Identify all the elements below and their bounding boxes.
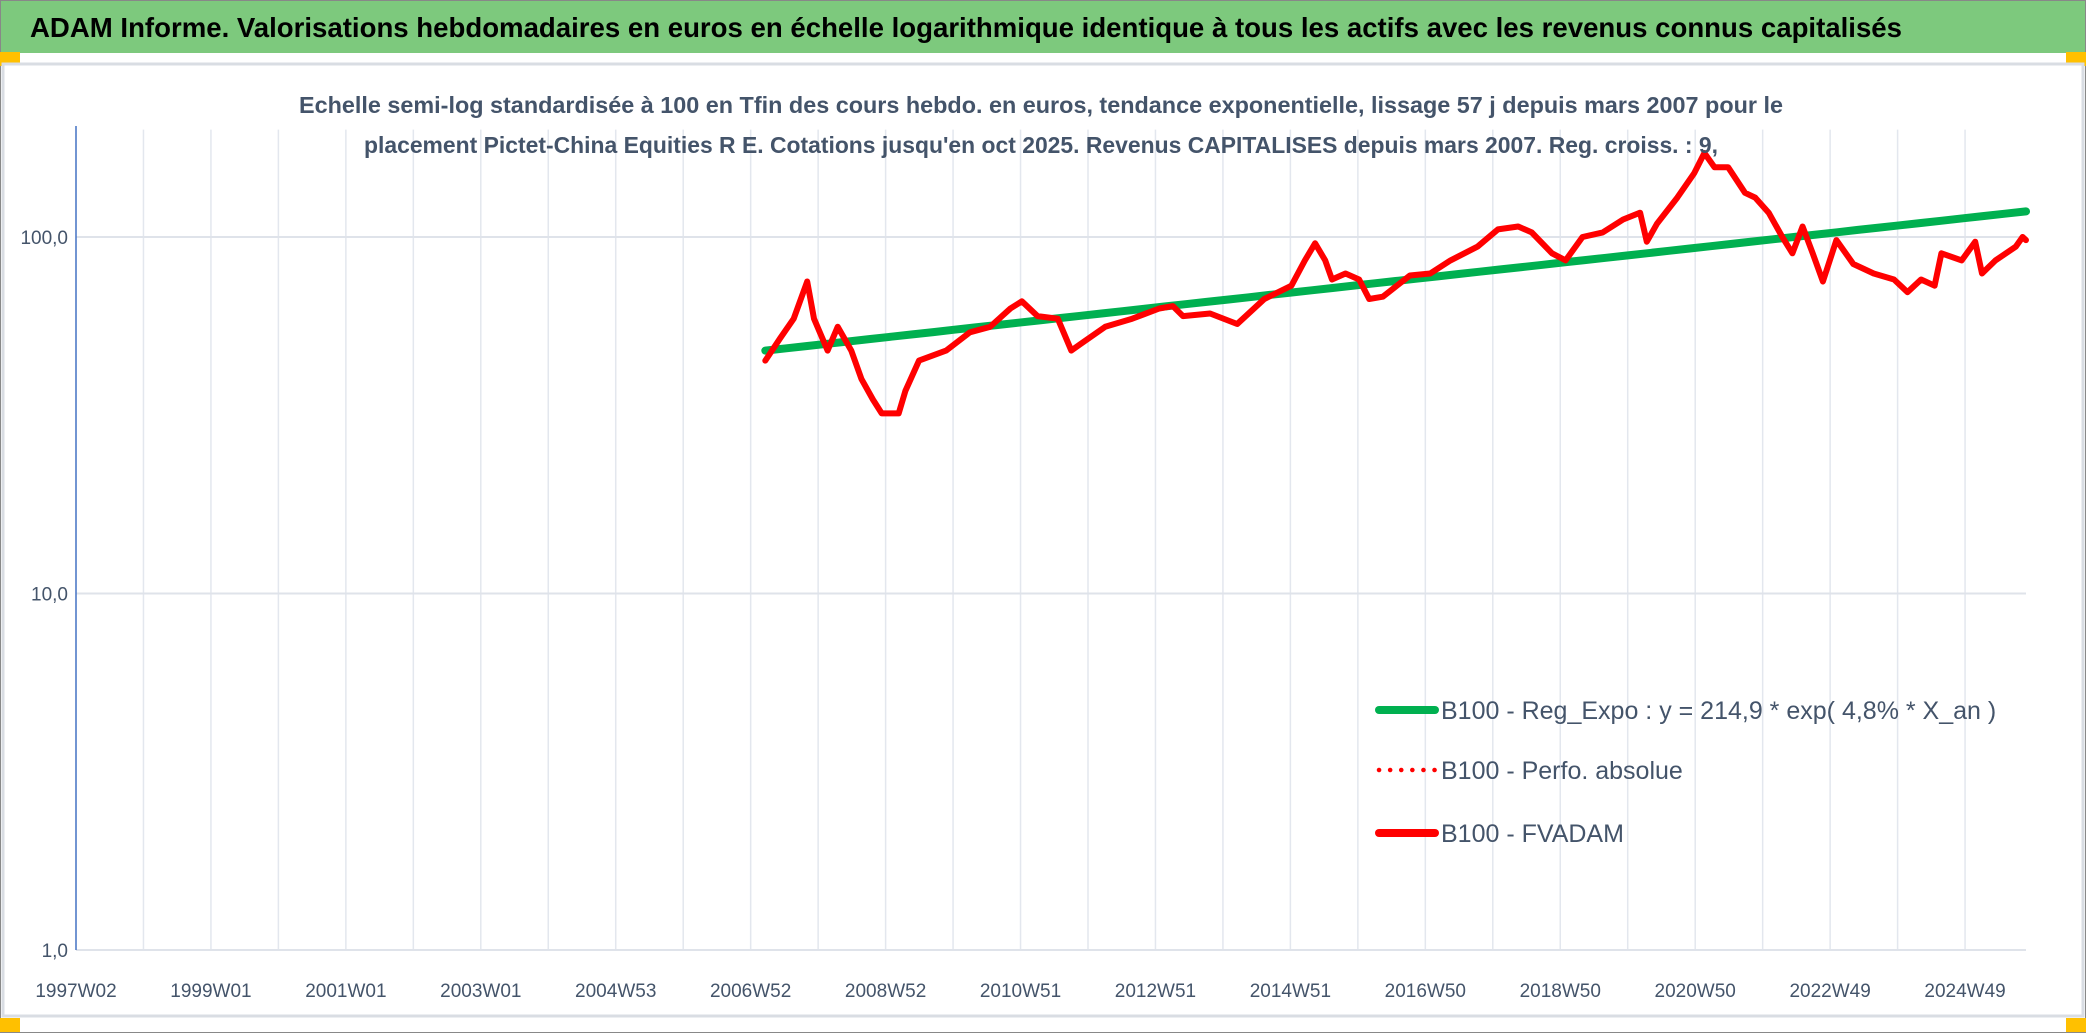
- x-tick-label: 2012W51: [1115, 981, 1196, 1002]
- legend: B100 - Reg_Expo : y = 214,9 * exp( 4,8% …: [1375, 697, 1996, 848]
- y-tick-label: 1,0: [42, 941, 68, 962]
- x-tick-label: 2016W50: [1385, 981, 1466, 1002]
- x-tick-label: 2003W01: [440, 981, 521, 1002]
- chart-title-line2: placement Pictet-China Equities R E. Cot…: [364, 132, 1718, 158]
- chart-area: [1, 62, 2085, 1018]
- series-line-reg-expo: [761, 207, 2030, 355]
- x-tick-label: 2018W50: [1520, 981, 1601, 1002]
- chart-title-line1: Echelle semi-log standardisée à 100 en T…: [299, 92, 1783, 118]
- header-band: [1, 1, 2085, 53]
- x-tick-label: 1997W02: [35, 981, 116, 1002]
- x-tick-labels: 1997W02 1999W01 2001W01 2003W01 2004W53 2006W…: [35, 981, 2005, 1002]
- x-tick-label: 2006W52: [710, 981, 791, 1002]
- x-tick-label: 2022W49: [1789, 981, 1870, 1002]
- x-tick-label: 2001W01: [305, 981, 386, 1002]
- x-tick-label: 2010W51: [980, 981, 1061, 1002]
- legend-label-perfo-absolue: B100 - Perfo. absolue: [1441, 757, 1683, 785]
- x-tick-label: 2024W49: [1924, 981, 2005, 1002]
- series-line-fvadam: [762, 150, 2029, 417]
- series-layer: [761, 150, 2030, 417]
- gridlines: [76, 129, 2026, 951]
- x-tick-label: 1999W01: [170, 981, 251, 1002]
- x-tick-label: 2020W50: [1655, 981, 1736, 1002]
- x-tick-label: 2014W51: [1250, 981, 1331, 1002]
- x-tick-label: 2004W53: [575, 981, 656, 1002]
- y-tick-labels: 1,0 10,0 100,0: [20, 228, 68, 962]
- legend-label-reg-expo: B100 - Reg_Expo : y = 214,9 * exp( 4,8% …: [1441, 697, 1996, 725]
- legend-label-fvadam: B100 - FVADAM: [1441, 820, 1624, 848]
- corner-marker: [2066, 1018, 2086, 1032]
- y-tick-label: 10,0: [31, 585, 68, 606]
- x-tick-label: 2008W52: [845, 981, 926, 1002]
- corner-marker: [0, 1018, 20, 1032]
- header-title: ADAM Informe. Valorisations hebdomadaire…: [30, 12, 1902, 43]
- y-tick-label: 100,0: [20, 228, 68, 249]
